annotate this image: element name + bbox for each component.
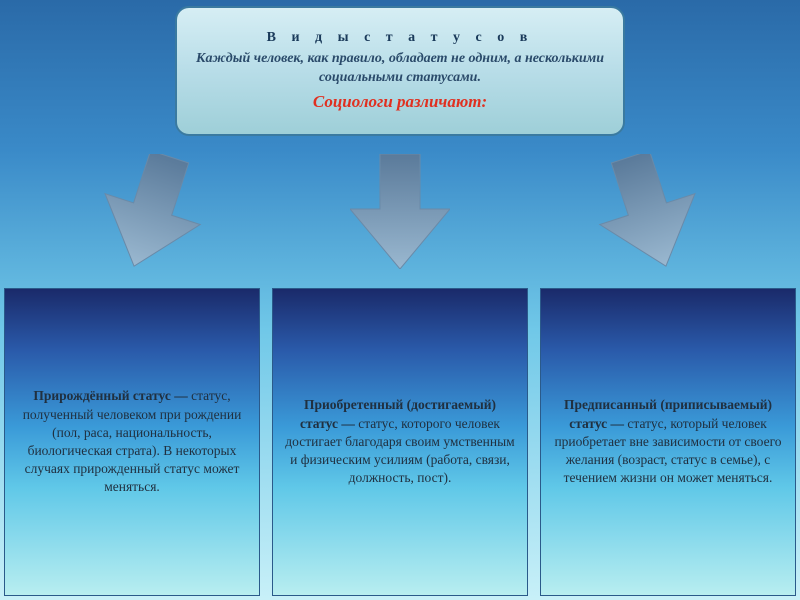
arrow-right <box>598 154 698 269</box>
column-innate: Прирождённый статус — статус, полученный… <box>4 288 260 596</box>
column-achieved: Приобретенный (достигаемый) статус — ста… <box>272 288 528 596</box>
arrow-left <box>102 154 202 269</box>
columns-container: Прирождённый статус — статус, полученный… <box>0 288 800 600</box>
arrow-center <box>350 154 450 269</box>
header-subtitle: Каждый человек, как правило, обладает не… <box>193 50 607 88</box>
column-text: Предписанный (приписываемый) статус — ст… <box>553 396 783 487</box>
column-text: Приобретенный (достигаемый) статус — ста… <box>285 396 515 487</box>
column-text: Прирождённый статус — статус, полученный… <box>17 387 247 496</box>
header-highlight: Социологи различают: <box>193 92 607 112</box>
column-body: статус, полученный человеком при рождени… <box>23 388 242 494</box>
header-box: В и д ы с т а т у с о в Каждый человек, … <box>175 6 625 136</box>
column-title: Прирождённый статус — <box>33 388 187 403</box>
column-ascribed: Предписанный (приписываемый) статус — ст… <box>540 288 796 596</box>
header-title: В и д ы с т а т у с о в <box>193 30 607 46</box>
